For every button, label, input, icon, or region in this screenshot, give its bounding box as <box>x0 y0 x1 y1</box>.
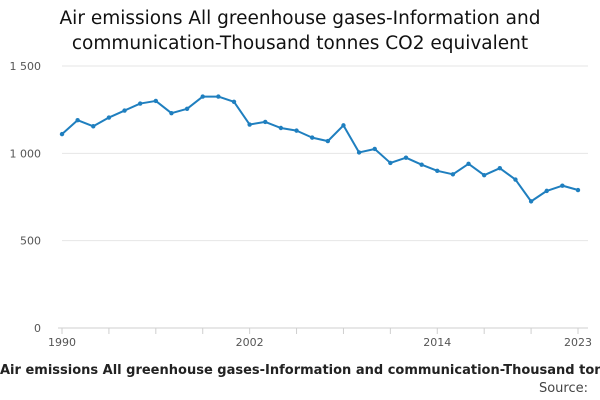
data-point <box>513 177 518 182</box>
data-point <box>341 123 346 128</box>
data-point <box>544 188 549 194</box>
data-point <box>560 183 565 188</box>
source-label: Source: <box>538 381 588 396</box>
data-point <box>59 131 65 137</box>
y-tick-label: 0 <box>34 322 41 335</box>
chart-title: Air emissions All greenhouse gases-Infor… <box>59 8 541 54</box>
x-tick-label: 2002 <box>236 336 264 349</box>
data-point <box>231 99 237 105</box>
data-point <box>325 138 331 144</box>
data-point <box>91 124 96 129</box>
data-point <box>106 115 112 120</box>
data-point <box>497 165 503 171</box>
data-point <box>294 128 299 133</box>
data-point <box>169 110 174 116</box>
x-tick-label: 2023 <box>564 336 592 349</box>
data-point <box>184 106 190 111</box>
data-point <box>575 187 581 193</box>
data-point <box>153 98 159 104</box>
y-tick-label: 1 500 <box>10 60 42 73</box>
data-point <box>247 122 252 127</box>
y-tick-label: 1 000 <box>10 147 42 160</box>
data-point <box>122 108 127 113</box>
data-point <box>435 168 440 173</box>
data-point <box>481 172 487 178</box>
footer-title: Air emissions All greenhouse gases-Infor… <box>0 363 600 378</box>
data-point <box>309 135 315 140</box>
data-point <box>450 172 456 177</box>
data-point <box>388 160 393 166</box>
x-tick-label: 2014 <box>423 336 451 349</box>
data-point <box>466 161 471 167</box>
y-tick-label: 500 <box>20 235 41 248</box>
data-point <box>278 125 284 131</box>
data-point <box>200 94 205 99</box>
data-point <box>137 101 143 106</box>
data-point <box>419 162 424 167</box>
data-point <box>216 94 221 99</box>
data-point <box>528 199 534 204</box>
series-line <box>61 95 579 203</box>
data-point <box>403 155 409 160</box>
data-point <box>372 146 377 152</box>
data-point <box>75 117 80 123</box>
data-point <box>263 119 268 125</box>
x-tick-label: 1990 <box>48 336 76 349</box>
data-point <box>356 150 362 155</box>
